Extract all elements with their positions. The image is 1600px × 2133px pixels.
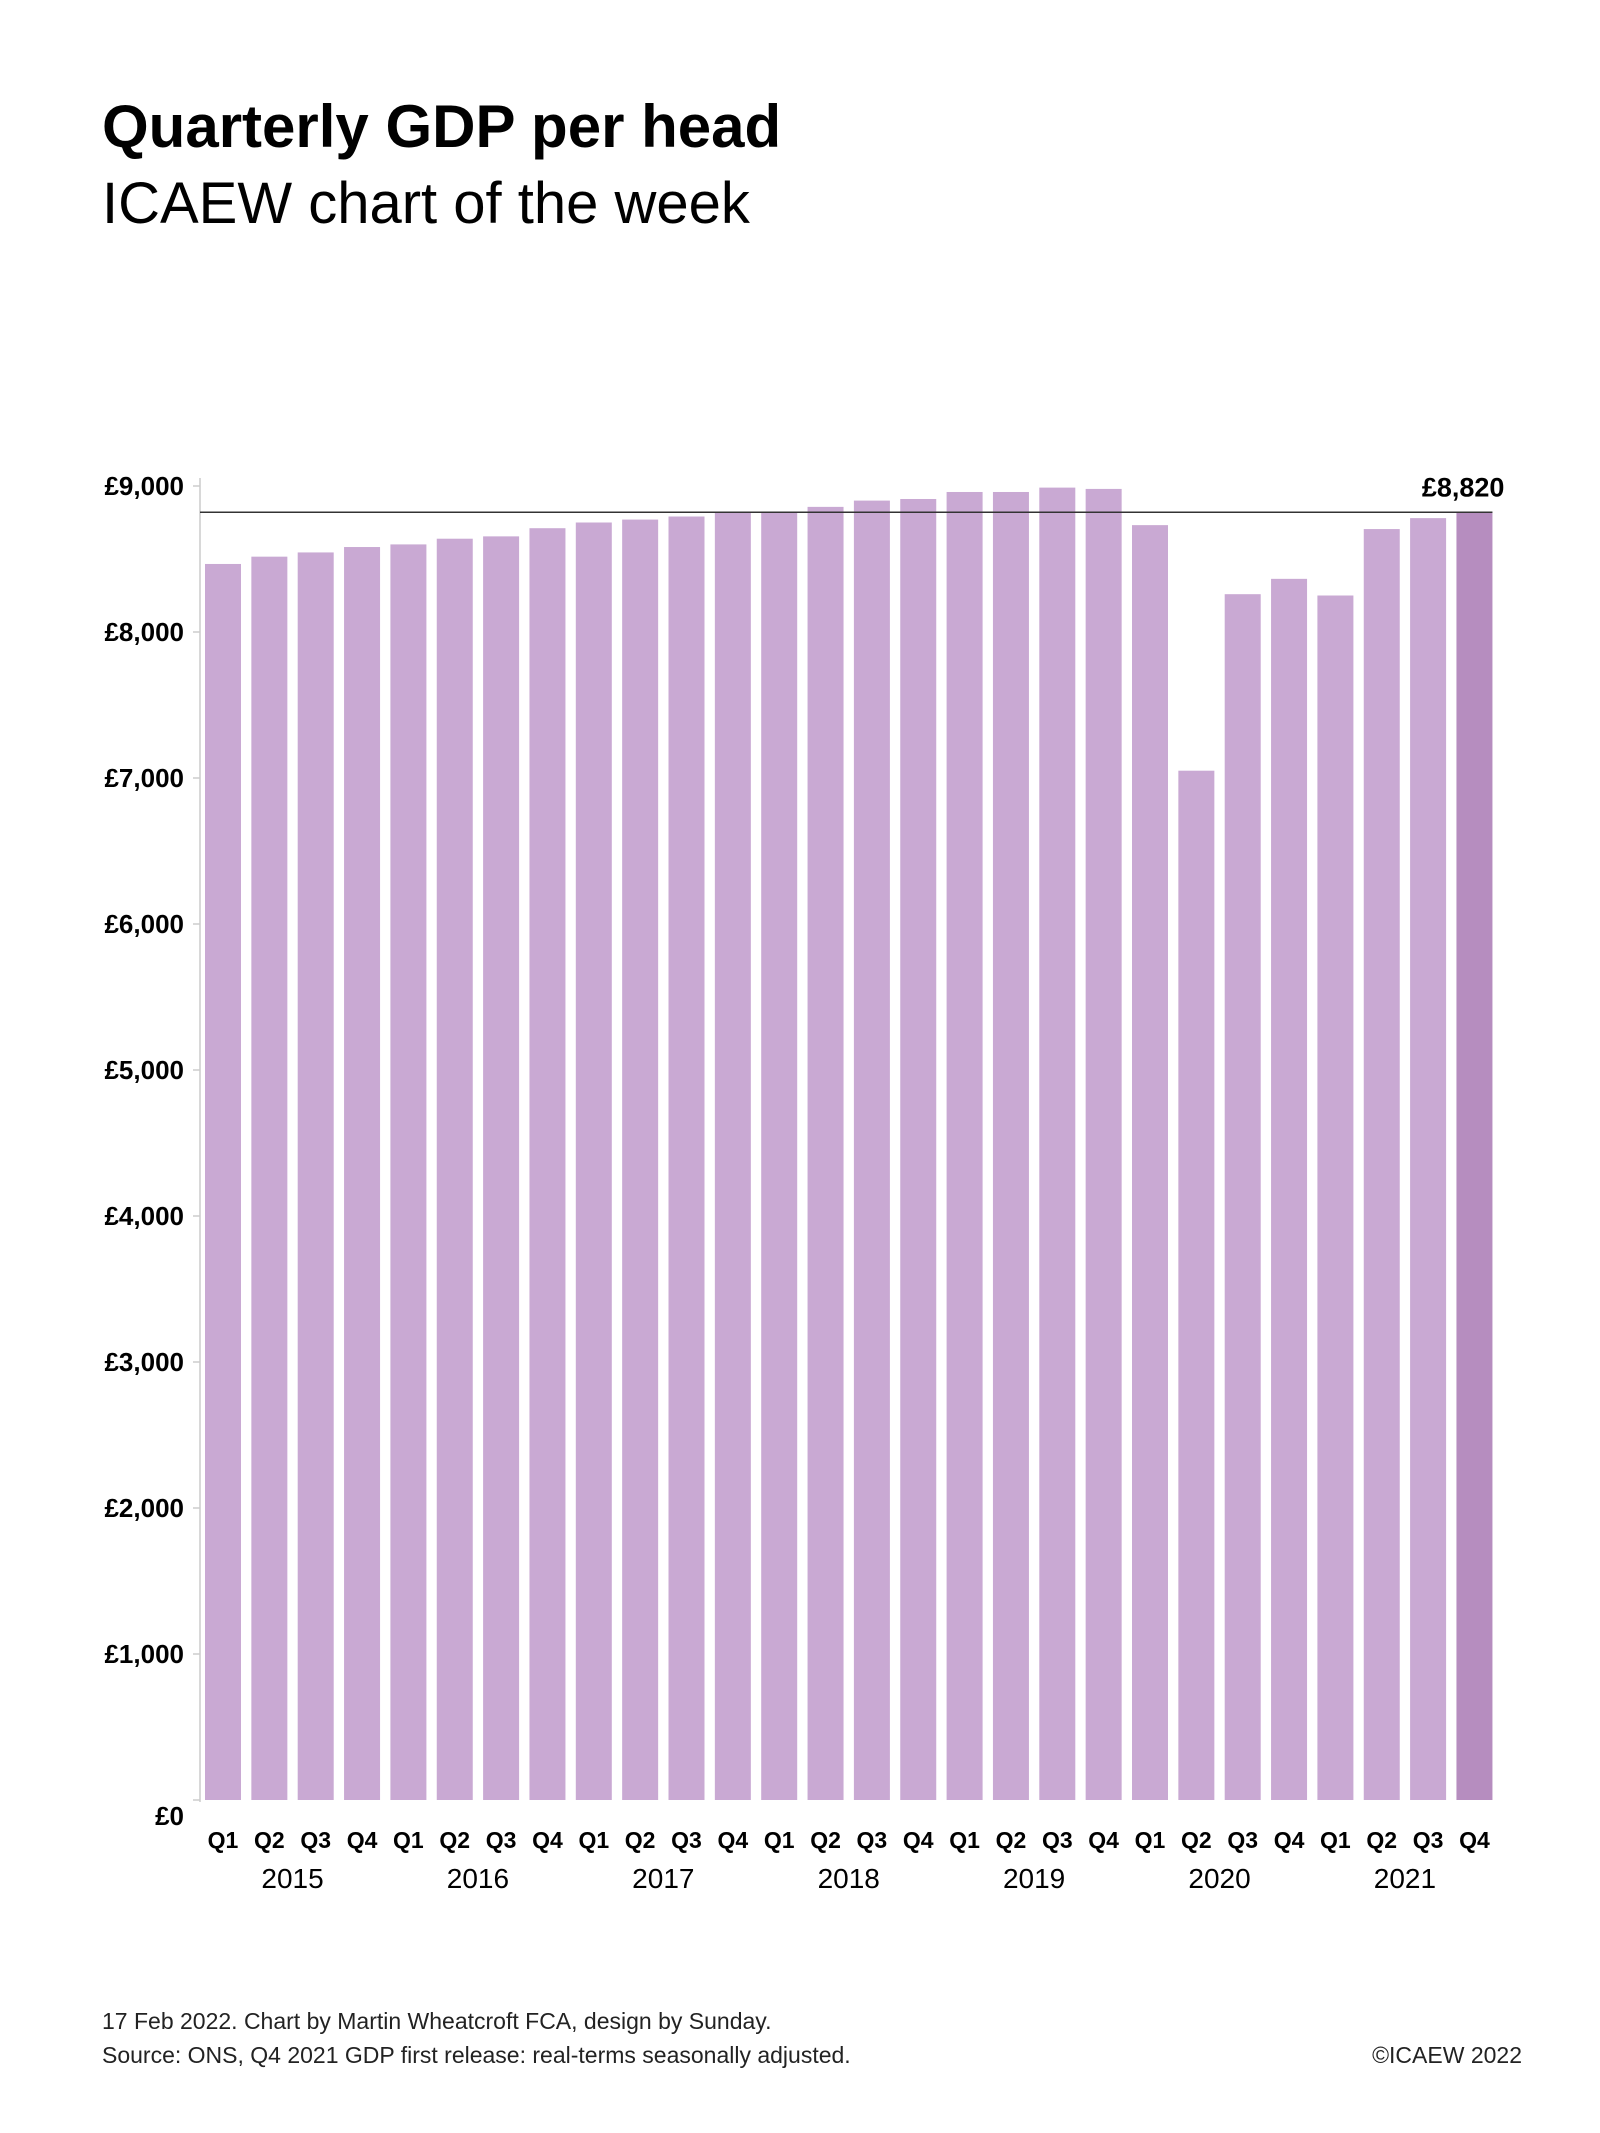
bar [807,506,844,1801]
x-tick-label: Q3 [486,1827,517,1853]
bar [900,498,937,1800]
bar [853,500,890,1801]
x-tick-label: Q1 [393,1827,424,1853]
y-tick-label: £6,000 [104,909,184,939]
bar [483,536,520,1800]
y-tick-label: £9,000 [104,471,184,501]
bar [622,519,659,1800]
bar [1271,578,1308,1801]
chart-title: Quarterly GDP per head [102,93,782,160]
bar [251,556,288,1800]
bar [205,563,241,1800]
bar [1410,518,1447,1800]
x-tick-label: Q1 [949,1827,980,1853]
year-label: 2020 [1188,1863,1250,1894]
bar [1039,487,1076,1801]
x-tick-label: Q1 [1320,1827,1351,1853]
reference-line-label: £8,820 [1422,472,1505,502]
bar [344,547,381,1800]
bar [575,522,612,1800]
y-tick-label: £3,000 [104,1347,184,1377]
bar [436,538,473,1800]
x-tick-label: Q4 [903,1827,934,1853]
x-tick-label: Q4 [718,1827,749,1853]
year-label: 2018 [818,1863,880,1894]
year-label: 2017 [632,1863,694,1894]
chart-subtitle: ICAEW chart of the week [102,171,750,236]
x-tick-label: Q2 [625,1827,656,1853]
bar [1085,488,1122,1800]
y-tick-label: £2,000 [104,1493,184,1523]
y-tick-label: £7,000 [104,763,184,793]
x-tick-label: Q2 [810,1827,841,1853]
footer-credits: 17 Feb 2022. Chart by Martin Wheatcroft … [102,2008,772,2034]
bar [946,491,983,1801]
x-tick-label: Q4 [532,1827,563,1853]
year-label: 2015 [261,1863,323,1894]
x-tick-label: Q2 [996,1827,1027,1853]
bar [1317,595,1354,1800]
x-tick-label: Q3 [1413,1827,1444,1853]
x-tick-label: Q2 [1181,1827,1212,1853]
x-tick-label: Q3 [671,1827,702,1853]
x-tick-label: Q4 [1088,1827,1119,1853]
y-tick-label: £5,000 [104,1055,184,1085]
x-tick-label: Q4 [1274,1827,1305,1853]
bar [714,511,751,1800]
x-tick-label: Q3 [857,1827,888,1853]
bar [297,552,334,1801]
footer-copyright: ©ICAEW 2022 [1372,2042,1522,2068]
bar [390,544,427,1800]
year-label: 2021 [1374,1863,1436,1894]
x-tick-label: Q1 [764,1827,795,1853]
footer-source: Source: ONS, Q4 2021 GDP first release: … [102,2042,851,2068]
bar [668,516,705,1801]
x-tick-label: Q2 [1366,1827,1397,1853]
bar [761,512,798,1800]
bar [1178,770,1215,1801]
x-tick-label: Q2 [439,1827,470,1853]
x-tick-label: Q2 [254,1827,285,1853]
x-tick-label: Q3 [1042,1827,1073,1853]
year-label: 2019 [1003,1863,1065,1894]
bar [1363,529,1400,1800]
x-tick-label: Q1 [578,1827,609,1853]
x-tick-label: Q3 [1227,1827,1258,1853]
bar [1456,512,1493,1800]
x-tick-label: Q4 [1459,1827,1490,1853]
year-label: 2016 [447,1863,509,1894]
x-tick-label: Q4 [347,1827,378,1853]
bar [529,528,566,1800]
y-tick-label: £8,000 [104,617,184,647]
bar [1224,594,1261,1800]
y-tick-label: £1,000 [104,1639,184,1669]
bar [1132,525,1168,1801]
x-tick-label: Q1 [208,1827,239,1853]
bar [992,491,1029,1801]
y-tick-label: £0 [155,1801,184,1831]
x-tick-label: Q1 [1135,1827,1166,1853]
y-tick-label: £4,000 [104,1201,184,1231]
x-tick-label: Q3 [300,1827,331,1853]
